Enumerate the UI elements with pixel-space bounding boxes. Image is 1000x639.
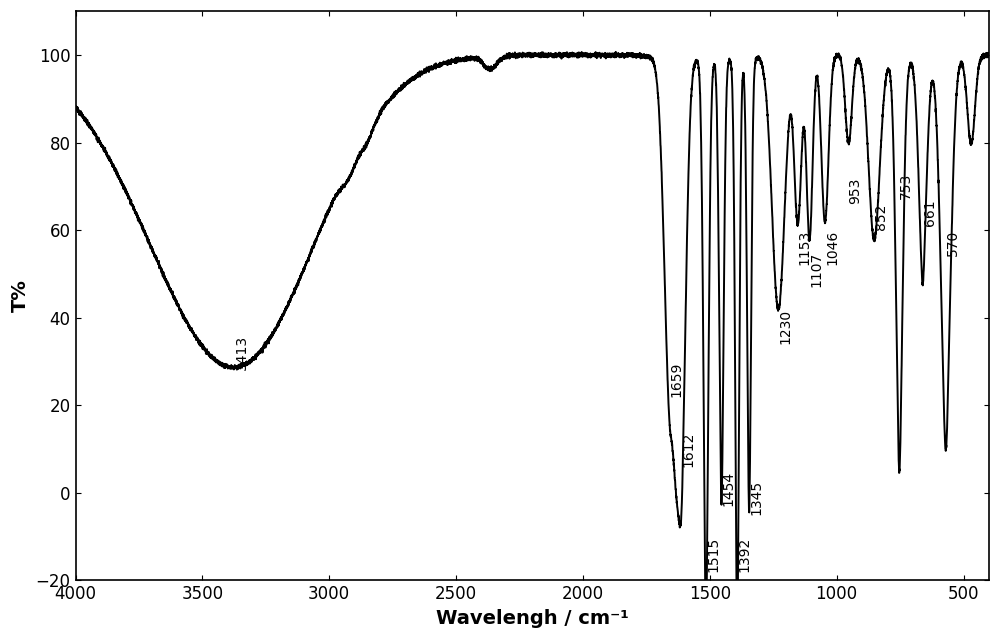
Text: 1153: 1153	[798, 230, 812, 265]
Text: 852: 852	[874, 204, 888, 230]
Y-axis label: T%: T%	[11, 279, 30, 312]
Text: 1612: 1612	[681, 431, 695, 467]
Text: 1345: 1345	[749, 480, 763, 515]
Text: 1659: 1659	[669, 362, 683, 397]
Text: 1392: 1392	[737, 537, 751, 572]
Text: 753: 753	[899, 173, 913, 199]
Text: 570: 570	[946, 230, 960, 256]
Text: 1515: 1515	[706, 537, 720, 572]
Text: 1454: 1454	[721, 471, 735, 506]
Text: 3413: 3413	[235, 335, 249, 371]
X-axis label: Wavelengh / cm⁻¹: Wavelengh / cm⁻¹	[436, 609, 629, 628]
Text: 661: 661	[923, 199, 937, 226]
Text: 1230: 1230	[778, 309, 792, 344]
Text: 1046: 1046	[825, 230, 839, 265]
Text: 1107: 1107	[810, 252, 824, 288]
Text: 953: 953	[849, 178, 863, 204]
